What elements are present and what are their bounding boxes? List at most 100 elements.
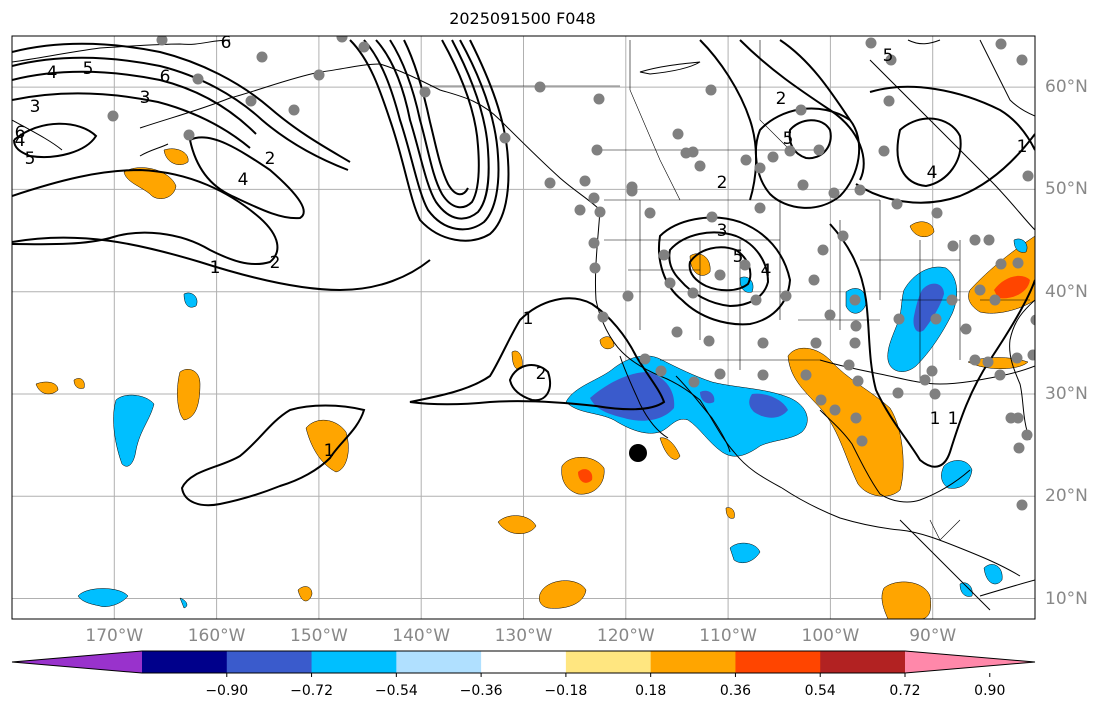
- station-dot: [754, 202, 766, 214]
- station-dot: [687, 146, 699, 158]
- lon-tick-label: 120°W: [596, 626, 655, 646]
- contour-label: 4: [15, 131, 26, 151]
- station-dot: [703, 335, 715, 347]
- contour-label: 2: [776, 89, 787, 109]
- station-dot: [499, 132, 511, 144]
- shade-orange: [73, 378, 85, 389]
- contour-label: 1: [523, 309, 534, 329]
- station-dot: [593, 93, 605, 105]
- contour-label: 2: [717, 173, 728, 193]
- shade-orange: [305, 420, 349, 473]
- contour-label: 2: [270, 253, 281, 273]
- lon-tick-label: 170°W: [85, 626, 144, 646]
- station-dot: [754, 162, 766, 174]
- station-dot: [739, 259, 751, 271]
- station-dot: [688, 376, 700, 388]
- station-dot: [810, 337, 822, 349]
- station-dot: [419, 86, 431, 98]
- contour-label: 1: [210, 258, 221, 278]
- contour-label: 6: [160, 67, 171, 87]
- contour-label: 1: [948, 409, 959, 429]
- station-dot: [797, 179, 809, 191]
- lon-tick-label: 90°W: [909, 626, 957, 646]
- station-dot: [780, 290, 792, 302]
- colorbar-tick-label: 0.72: [889, 683, 921, 699]
- shade-blue: [113, 394, 155, 467]
- station-dot: [974, 284, 986, 296]
- station-dot: [989, 294, 1001, 306]
- station-dot: [883, 95, 895, 107]
- lat-tick-label: 50°N: [1045, 179, 1088, 200]
- station-dot: [891, 198, 903, 210]
- station-dot: [960, 323, 972, 335]
- contour-label: 4: [761, 261, 772, 281]
- contour-label: 5: [733, 247, 744, 267]
- shade-orange: [909, 221, 935, 238]
- lat-tick-label: 10°N: [1045, 588, 1088, 609]
- shade-blue: [729, 542, 761, 563]
- station-dot: [256, 51, 268, 63]
- contour-label: 3: [717, 221, 728, 241]
- shade-red: [578, 469, 593, 483]
- station-dot: [994, 369, 1006, 381]
- station-dot: [824, 309, 836, 321]
- lon-tick-label: 160°W: [187, 626, 246, 646]
- station-dot: [534, 81, 546, 93]
- map-frame: [11, 35, 1036, 620]
- station-dot: [655, 365, 667, 377]
- station-dot: [828, 187, 840, 199]
- station-dot: [767, 151, 779, 163]
- station-dot: [1030, 314, 1035, 326]
- shade-blue: [77, 588, 129, 607]
- contour-label: 1: [1017, 137, 1028, 157]
- station-dot: [1011, 352, 1023, 364]
- station-dot: [1013, 442, 1025, 454]
- station-dot: [817, 244, 829, 256]
- station-dot: [893, 313, 905, 325]
- shade-blue: [941, 460, 973, 489]
- contour-label: 3: [30, 97, 41, 117]
- station-dot: [664, 277, 676, 289]
- station-dot: [982, 356, 994, 368]
- station-dot: [589, 262, 601, 274]
- station-dot: [854, 184, 866, 196]
- station-dot: [892, 387, 904, 399]
- lon-tick-label: 140°W: [392, 626, 451, 646]
- station-dot: [588, 237, 600, 249]
- station-dot: [1016, 499, 1028, 511]
- contour-label: 1: [930, 409, 941, 429]
- station-dot: [591, 144, 603, 156]
- contour-label: 5: [25, 149, 36, 169]
- station-dot: [597, 311, 609, 323]
- station-dot: [694, 160, 706, 172]
- station-dot: [969, 354, 981, 366]
- coastlines: [12, 39, 1035, 611]
- station-dot: [1021, 429, 1033, 441]
- station-dot: [929, 388, 941, 400]
- contour-label: 3: [140, 88, 151, 108]
- station-dot: [983, 234, 995, 246]
- station-dot: [947, 240, 959, 252]
- station-dot: [808, 274, 820, 286]
- shade-orange: [881, 581, 931, 619]
- lat-tick-label: 60°N: [1045, 77, 1088, 98]
- station-dot: [849, 337, 861, 349]
- station-dot: [192, 73, 204, 85]
- contour-label: 5: [883, 46, 894, 66]
- colorbar-tick-label: −0.18: [544, 683, 588, 699]
- station-dot: [750, 294, 762, 306]
- station-dot: [1012, 257, 1024, 269]
- shade-orange: [123, 167, 177, 199]
- lat-tick-label: 20°N: [1045, 486, 1088, 507]
- shade-orange: [599, 336, 615, 350]
- colorbar-tick-label: 0.54: [804, 683, 836, 699]
- station-dot: [1027, 349, 1035, 361]
- station-dot: [687, 287, 699, 299]
- contour-label: 2: [265, 149, 276, 169]
- station-dot: [856, 435, 868, 447]
- station-dot: [705, 84, 717, 96]
- station-dot: [107, 110, 119, 122]
